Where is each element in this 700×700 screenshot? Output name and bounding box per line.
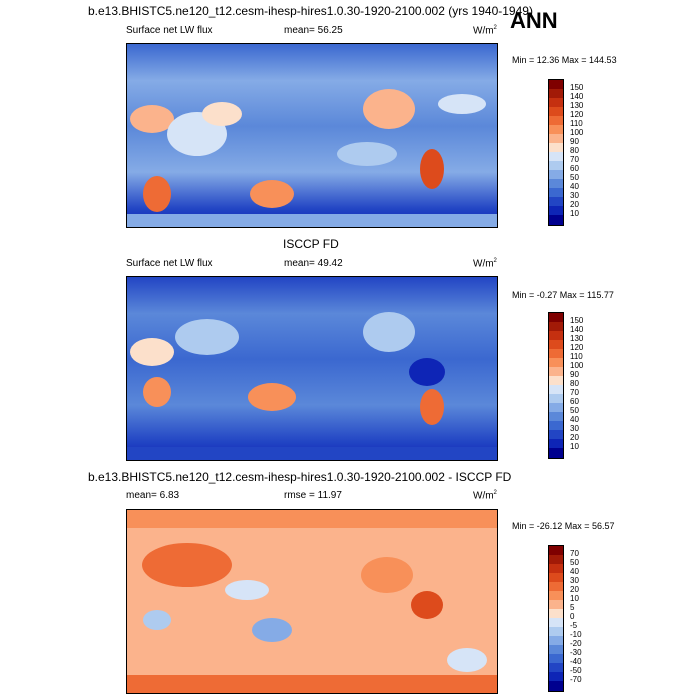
panel1-warm-region — [363, 89, 415, 129]
panel1-field-plot — [127, 44, 497, 227]
panel2-colorbar-label: 80 — [570, 379, 579, 388]
panel2-mean-label: mean= 49.42 — [284, 258, 343, 269]
panel2-colorbar-label: 100 — [570, 361, 584, 370]
panel3-positive-region — [361, 557, 413, 593]
panel1-colorbar-label: 70 — [570, 155, 579, 164]
panel2-warm-region — [175, 319, 239, 355]
panel1-colorbar — [548, 79, 564, 226]
panel3-colorbar-label: -5 — [570, 621, 578, 630]
panel3-colorbar-label: 10 — [570, 594, 579, 603]
panel1-map — [126, 43, 498, 228]
panel3-colorbar-label: 70 — [570, 549, 579, 558]
panel3-negative-region — [447, 648, 487, 672]
panel3-colorbar-label: 30 — [570, 576, 579, 585]
panel2-map — [126, 276, 498, 461]
panel2-colorbar-label: 20 — [570, 433, 579, 442]
panel2-colorbar-label: 70 — [570, 388, 579, 397]
panel1-colorbar-label: 50 — [570, 173, 579, 182]
panel3-unit-label: W/m2 — [473, 490, 497, 502]
panel1-minmax: Min = 12.36 Max = 144.53 — [512, 55, 617, 65]
panel2-colorbar-label: 150 — [570, 316, 584, 325]
panel2-colorbar — [548, 312, 564, 459]
panel2-cold-region — [409, 358, 445, 386]
panel3-mean-label: mean= 6.83 — [126, 490, 180, 501]
panel1-warm-region — [130, 105, 174, 133]
panel3-minmax: Min = -26.12 Max = 56.57 — [512, 521, 615, 531]
panel1-colorbar-label: 90 — [570, 137, 579, 146]
panel3-colorbar-label: 50 — [570, 558, 579, 567]
panel1-warm-region — [420, 149, 444, 189]
panel1-warm-region — [250, 180, 294, 208]
panel2-colorbar-label: 50 — [570, 406, 579, 415]
panel2-unit-label: W/m2 — [473, 258, 497, 270]
panel3-colorbar-label: 40 — [570, 567, 579, 576]
panel1-colorbar-label: 110 — [570, 119, 583, 128]
panel2-field-plot — [127, 277, 497, 460]
panel1-mean-label: mean= 56.25 — [284, 25, 343, 36]
panel1-warm-region — [337, 142, 397, 166]
season-label: ANN — [510, 8, 558, 33]
panel2-warm-region — [363, 312, 415, 352]
panel1-colorbar-label: 30 — [570, 191, 579, 200]
panel3-colorbar-label: -40 — [570, 657, 582, 666]
panel3-positive-region — [411, 591, 443, 619]
panel3-colorbar-label: 20 — [570, 585, 579, 594]
panel2-colorbar-label: 140 — [570, 325, 584, 334]
panel3-rmse-label: rmse = 11.97 — [284, 490, 342, 501]
panel2-minmax: Min = -0.27 Max = 115.77 — [512, 290, 614, 300]
panel2-colorbar-label: 60 — [570, 397, 579, 406]
panel2-warm-region — [420, 389, 444, 425]
panel3-colorbar-label: -50 — [570, 666, 582, 675]
panel1-colorbar-label: 130 — [570, 101, 584, 110]
panel1-colorbar-label: 80 — [570, 146, 579, 155]
panel1-warm-region — [202, 102, 242, 126]
panel2-colorbar-label: 110 — [570, 352, 583, 361]
panel3-colorbar — [548, 545, 564, 692]
panel2-colorbar-label: 30 — [570, 424, 579, 433]
panel2-warm-region — [248, 383, 296, 411]
panel3-field-plot — [127, 510, 497, 693]
panel2-warm-region — [143, 377, 171, 407]
panel1-variable-label: Surface net LW flux — [126, 25, 213, 36]
panel1-colorbar-label: 120 — [570, 110, 584, 119]
panel3-colorbar-label: -70 — [570, 675, 582, 684]
panel2-colorbar-label: 120 — [570, 343, 584, 352]
panel3-colorbar-label: -10 — [570, 630, 582, 639]
panel1-colorbar-label: 150 — [570, 83, 584, 92]
panel1-colorbar-label: 60 — [570, 164, 579, 173]
panel2-colorbar-label: 130 — [570, 334, 584, 343]
panel2-warm-region — [130, 338, 174, 366]
panel2-colorbar-label: 10 — [570, 442, 579, 451]
panel3-colorbar-label: 0 — [570, 612, 575, 621]
panel2-colorbar-label: 40 — [570, 415, 579, 424]
panel1-unit-label: W/m2 — [473, 25, 497, 37]
panel1-warm-region — [438, 94, 486, 114]
figure-title: b.e13.BHISTC5.ne120_t12.cesm-ihesp-hires… — [88, 4, 533, 18]
panel3-map — [126, 509, 498, 694]
panel3-title: b.e13.BHISTC5.ne120_t12.cesm-ihesp-hires… — [88, 470, 512, 484]
panel3-negative-region — [225, 580, 269, 600]
panel1-colorbar-label: 100 — [570, 128, 584, 137]
panel2-variable-label: Surface net LW flux — [126, 258, 213, 269]
panel2-colorbar-label: 90 — [570, 370, 579, 379]
panel3-colorbar-label: -30 — [570, 648, 582, 657]
panel2-title: ISCCP FD — [283, 237, 339, 251]
panel1-colorbar-label: 40 — [570, 182, 579, 191]
panel3-positive-region — [142, 543, 232, 587]
panel1-colorbar-label: 20 — [570, 200, 579, 209]
panel1-warm-region — [143, 176, 171, 212]
panel3-negative-region — [252, 618, 292, 642]
panel3-colorbar-label: 5 — [570, 603, 575, 612]
panel3-negative-region — [143, 610, 171, 630]
panel1-colorbar-label: 140 — [570, 92, 584, 101]
panel1-colorbar-label: 10 — [570, 209, 579, 218]
panel3-colorbar-label: -20 — [570, 639, 582, 648]
